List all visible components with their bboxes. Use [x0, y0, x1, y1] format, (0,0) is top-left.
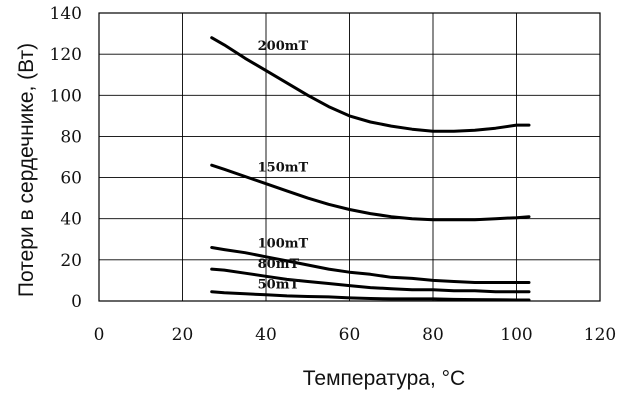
y-tick-label: 140: [50, 4, 82, 24]
y-tick-label: 60: [60, 169, 82, 189]
y-tick-label: 20: [60, 251, 82, 271]
series-label: 50mT: [258, 278, 300, 293]
y-tick-label: 100: [50, 86, 82, 106]
y-tick-label: 80: [60, 127, 82, 147]
grid-layer: [99, 13, 600, 301]
x-tick-label: 0: [94, 325, 105, 345]
series-label: 80mT: [258, 257, 300, 272]
series-label: 150mT: [258, 160, 309, 175]
x-tick-label: 80: [422, 325, 444, 345]
x-tick-label: 60: [339, 325, 361, 345]
x-tick-label: 120: [584, 325, 616, 345]
y-tick-label: 40: [60, 210, 82, 230]
series-annotations: 200mT 150mT 100mT 80mT 50mT: [258, 39, 309, 293]
y-tick-labels: 0 20 40 60 80 100 120 140: [50, 4, 82, 312]
x-axis-title: Температура, °С: [303, 367, 465, 390]
y-tick-label: 0: [71, 292, 82, 312]
x-tick-label: 40: [255, 325, 277, 345]
x-tick-label: 20: [172, 325, 194, 345]
x-tick-labels: 0 20 40 60 80 100 120: [94, 325, 617, 345]
x-tick-label: 100: [500, 325, 532, 345]
series-label: 100mT: [258, 237, 309, 252]
y-tick-label: 120: [50, 45, 82, 65]
y-axis-title: Потери в сердечнике, (Вт): [15, 43, 38, 297]
series-label: 200mT: [258, 39, 309, 54]
series-line-50mt: [212, 292, 529, 300]
